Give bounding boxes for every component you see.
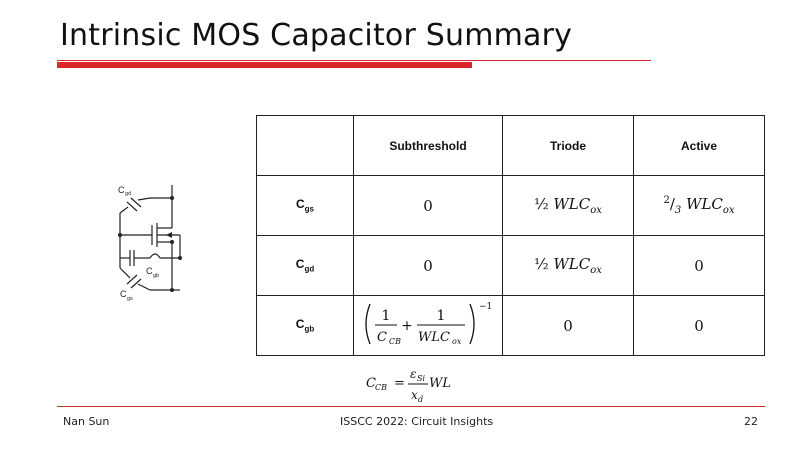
cgs-subthreshold: 0	[353, 175, 503, 236]
svg-text:−1: −1	[479, 302, 492, 312]
svg-text:d: d	[418, 395, 423, 404]
svg-text:ε: ε	[410, 367, 416, 381]
label-cgb: C	[146, 266, 153, 276]
svg-text:+: +	[401, 318, 413, 334]
cgd-subthreshold: 0	[353, 235, 503, 296]
svg-text:C: C	[377, 330, 387, 345]
cgb-subthreshold: 1 C CB + 1 WLC ox −1	[353, 295, 503, 356]
row-label-cgs: Cgs	[256, 175, 354, 236]
header-active: Active	[633, 115, 765, 176]
svg-text:=: =	[394, 376, 405, 391]
svg-text:WLC: WLC	[418, 330, 450, 345]
footer-page-number: 22	[744, 415, 758, 428]
slide-title: Intrinsic MOS Capacitor Summary	[60, 18, 573, 53]
cgs-triode: ½ WLCox	[502, 175, 634, 236]
row-label-cgd: Cgd	[256, 235, 354, 296]
svg-text:gb: gb	[153, 273, 159, 279]
capacitor-summary-table: Subthreshold Triode Active Cgs 0 ½ WLCox…	[256, 115, 765, 356]
mos-capacitor-schematic: C gd C gb C gs	[118, 185, 182, 302]
cgb-subthreshold-formula: 1 C CB + 1 WLC ox −1	[365, 302, 492, 346]
table-row-cgd: Cgd 0 ½ WLCox 0	[256, 235, 765, 296]
svg-text:C: C	[366, 376, 376, 391]
row-label-cgb: Cgb	[256, 295, 354, 356]
label-cgs: C	[120, 289, 127, 299]
cgs-active: 2/3 WLCox	[633, 175, 765, 236]
svg-text:gs: gs	[127, 296, 133, 302]
svg-text:ox: ox	[452, 337, 462, 346]
cgb-triode: 0	[502, 295, 634, 356]
cgd-triode: ½ WLCox	[502, 235, 634, 296]
table-header-row: Subthreshold Triode Active	[256, 115, 765, 176]
table-row-cgb: Cgb 1 C CB + 1 WLC ox −1 0 0	[256, 295, 765, 356]
footer-author: Nan Sun	[63, 415, 110, 428]
footer-conference: ISSCC 2022: Circuit Insights	[340, 415, 494, 428]
header-empty	[256, 115, 354, 176]
svg-text:Si: Si	[417, 374, 425, 383]
ccb-formula: C CB = ε Si x d WL	[366, 367, 451, 404]
title-underline-thin	[57, 60, 651, 61]
title-underline-thick	[57, 62, 472, 68]
svg-text:CB: CB	[389, 337, 401, 346]
svg-text:CB: CB	[375, 383, 387, 392]
header-subthreshold: Subthreshold	[353, 115, 503, 176]
footer-divider	[57, 406, 765, 407]
cgd-active: 0	[633, 235, 765, 296]
label-cgd: C	[118, 185, 125, 195]
svg-text:1: 1	[437, 308, 446, 324]
table-row-cgs: Cgs 0 ½ WLCox 2/3 WLCox	[256, 175, 765, 236]
svg-text:x: x	[411, 388, 418, 402]
header-triode: Triode	[502, 115, 634, 176]
svg-text:WL: WL	[429, 376, 451, 391]
svg-text:gd: gd	[125, 191, 131, 197]
cgb-active: 0	[633, 295, 765, 356]
svg-text:1: 1	[382, 308, 391, 324]
